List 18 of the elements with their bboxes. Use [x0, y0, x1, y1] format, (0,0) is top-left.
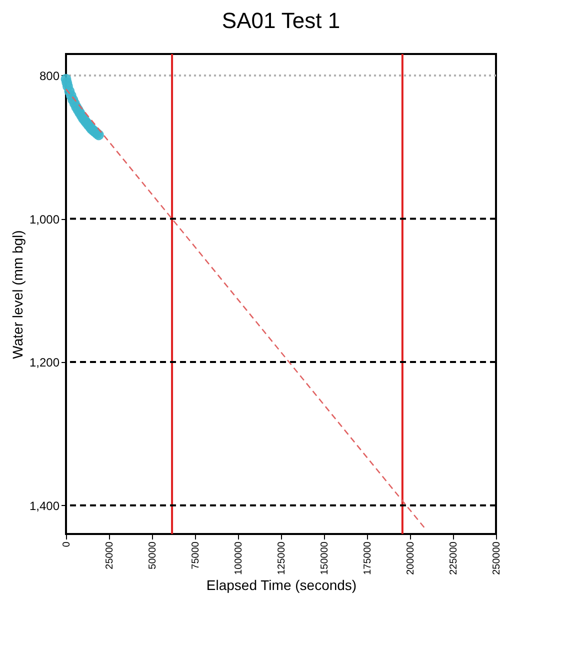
y-tick-label: 800: [39, 68, 60, 83]
chart-title: SA01 Test 1: [222, 8, 340, 33]
x-tick-label: 0: [62, 541, 72, 548]
x-tick-label: 225000: [448, 541, 460, 575]
y-tick-label: 1,000: [29, 212, 60, 226]
x-axis-title: Elapsed Time (seconds): [206, 576, 357, 593]
x-tick-label: 75000: [190, 541, 202, 570]
x-tick-label: 50000: [148, 541, 158, 570]
y-axis-title: Water level (mm bgl): [9, 230, 26, 359]
x-tick-label: 125000: [276, 541, 288, 575]
x-tick-label: 250000: [492, 541, 502, 575]
y-tick-label: 1,400: [29, 498, 60, 513]
x-tick-label: 100000: [234, 541, 244, 575]
x-tick-label: 25000: [104, 541, 116, 570]
y-tick-label: 1,200: [29, 356, 60, 370]
x-tick-label: 150000: [320, 541, 330, 575]
x-tick-label: 200000: [406, 541, 416, 575]
x-tick-label: 175000: [362, 541, 374, 575]
